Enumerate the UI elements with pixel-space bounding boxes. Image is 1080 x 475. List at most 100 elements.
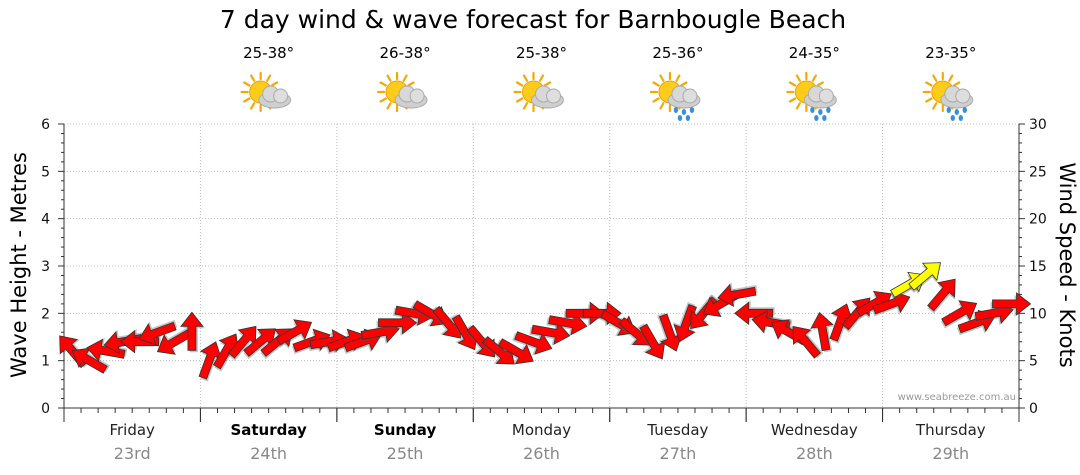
rain-drop bbox=[681, 109, 687, 115]
day-label: Sunday bbox=[374, 421, 437, 439]
date-label: 24th bbox=[250, 444, 287, 463]
sun-ray bbox=[795, 102, 801, 110]
wind-arrow-body bbox=[276, 319, 313, 346]
showers-icon bbox=[922, 71, 974, 121]
sun-ray bbox=[270, 81, 279, 87]
sun-ray bbox=[652, 81, 660, 87]
left-tick-label: 6 bbox=[41, 117, 50, 133]
right-tick-label: 30 bbox=[1029, 117, 1047, 133]
wind-arrow-body bbox=[466, 324, 496, 358]
sun-ray bbox=[402, 74, 408, 82]
partly-cloudy-icon bbox=[376, 71, 428, 113]
rain-drop bbox=[958, 115, 963, 121]
wind-arrow bbox=[792, 325, 824, 359]
rain-drop bbox=[677, 115, 683, 121]
rain-drop bbox=[946, 107, 951, 113]
wind-arrow bbox=[86, 337, 128, 362]
wind-arrow bbox=[138, 319, 178, 346]
temperature-label: 23-35° bbox=[925, 44, 976, 62]
wind-arrow-body bbox=[734, 301, 774, 326]
wind-arrow-body bbox=[792, 325, 821, 359]
day-label: Tuesday bbox=[646, 421, 708, 439]
sun-ray bbox=[243, 97, 251, 103]
cloud-puff bbox=[818, 88, 834, 104]
sun-ray bbox=[932, 102, 938, 110]
wind-arrow bbox=[810, 311, 836, 353]
wind-arrow-body bbox=[180, 311, 204, 351]
rain-drop bbox=[818, 109, 823, 115]
sun-ray bbox=[250, 74, 256, 82]
date-label: 29th bbox=[932, 444, 969, 463]
wind-arrow-body bbox=[992, 292, 1032, 316]
rain-drop bbox=[814, 115, 819, 121]
cloud-puff bbox=[682, 88, 698, 104]
left-axis-title: Wave Height - Metres bbox=[7, 152, 31, 378]
wind-arrow bbox=[940, 300, 978, 329]
wind-arrow-body bbox=[941, 300, 978, 327]
wind-arrow bbox=[908, 262, 942, 293]
sun-ray bbox=[659, 74, 665, 82]
left-tick-label: 3 bbox=[41, 259, 50, 275]
wind-arrow bbox=[871, 290, 911, 317]
sun-ray bbox=[788, 81, 797, 87]
right-tick-label: 5 bbox=[1029, 354, 1038, 370]
rain-drop bbox=[673, 107, 679, 113]
rain-drop bbox=[822, 115, 827, 121]
left-tick-label: 1 bbox=[41, 354, 50, 370]
sun-ray bbox=[675, 74, 681, 82]
wind-arrow bbox=[717, 282, 758, 308]
axes: 0 1 2 3 4 5 6 0 5 10 15 20 25 30 bbox=[41, 117, 1047, 422]
credit-text: www.seabreeze.com.au bbox=[898, 392, 1016, 403]
temperature-label: 25-38° bbox=[516, 44, 567, 62]
temperature-label: 24-35° bbox=[789, 44, 840, 62]
sun-ray bbox=[379, 97, 387, 103]
sun-ray bbox=[515, 81, 524, 87]
sun-ray bbox=[543, 81, 552, 87]
sun-ray bbox=[243, 81, 251, 87]
sun-ray bbox=[680, 81, 688, 87]
sun-ray bbox=[948, 74, 954, 82]
weather-row: 25-38° 26-38° 25-38° 25-36° 24-35° 23-35° bbox=[240, 44, 976, 121]
wind-arrows bbox=[59, 262, 1032, 382]
sun-ray bbox=[925, 81, 933, 87]
date-label: 25th bbox=[387, 444, 424, 463]
temperature-label: 26-38° bbox=[380, 44, 431, 62]
rain-drop bbox=[689, 107, 695, 113]
sun-ray bbox=[522, 102, 529, 110]
x-axis-labels: Friday 23rd Saturday 24th Sunday 25th Monday 26… bbox=[109, 421, 985, 463]
left-tick-label: 5 bbox=[41, 164, 50, 180]
day-label: Wednesday bbox=[771, 421, 858, 439]
sun-ray bbox=[250, 102, 256, 110]
right-tick-label: 10 bbox=[1029, 306, 1047, 322]
sun-ray bbox=[266, 74, 272, 82]
right-tick-label: 15 bbox=[1029, 259, 1047, 275]
left-tick-label: 4 bbox=[41, 212, 50, 228]
partly-cloudy-icon bbox=[240, 71, 292, 113]
sun-ray bbox=[407, 81, 415, 87]
cloud-puff bbox=[955, 88, 971, 104]
wind-arrow bbox=[927, 278, 956, 314]
wind-arrow-body bbox=[927, 278, 956, 312]
cloud-puff bbox=[409, 88, 425, 104]
rain-drop bbox=[810, 107, 815, 113]
wind-arrow-body bbox=[908, 262, 942, 291]
sun-ray bbox=[659, 102, 665, 110]
wind-arrow bbox=[495, 338, 534, 365]
sun-ray bbox=[538, 74, 545, 82]
temperature-label: 25-36° bbox=[652, 44, 703, 62]
sun-ray bbox=[932, 74, 938, 82]
sun-ray bbox=[952, 81, 961, 87]
date-label: 23rd bbox=[114, 444, 151, 463]
sun-ray bbox=[788, 97, 797, 103]
showers-icon bbox=[786, 71, 837, 121]
day-label: Saturday bbox=[230, 421, 307, 439]
temperature-label: 25-38° bbox=[243, 44, 294, 62]
right-tick-label: 0 bbox=[1029, 401, 1038, 417]
wind-arrow bbox=[990, 292, 1032, 317]
sun-ray bbox=[652, 97, 660, 103]
date-label: 26th bbox=[523, 444, 560, 463]
right-tick-label: 25 bbox=[1029, 164, 1047, 180]
day-label: Thursday bbox=[915, 421, 986, 439]
right-tick-label: 20 bbox=[1029, 212, 1047, 228]
sun-ray bbox=[515, 97, 524, 103]
